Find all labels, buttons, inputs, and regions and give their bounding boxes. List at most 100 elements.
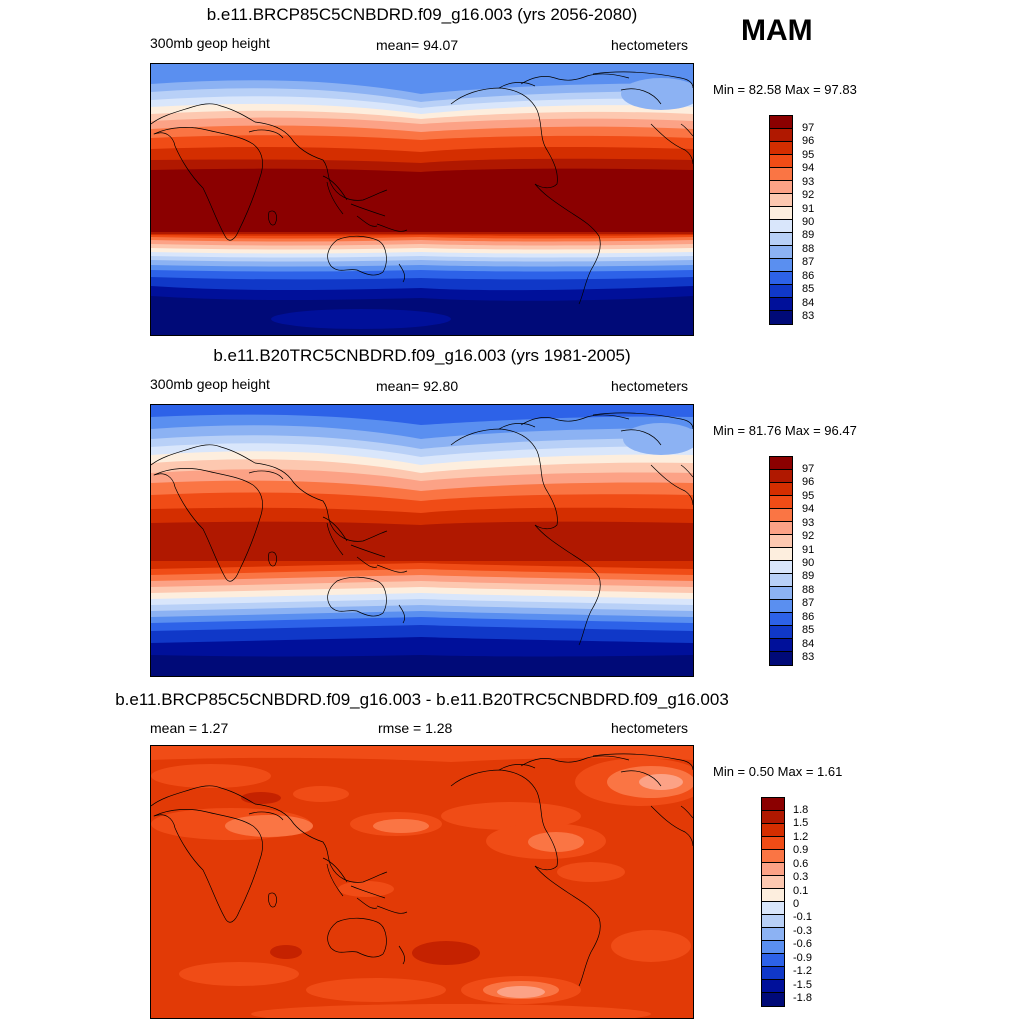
panel-1-colorbar-label: 88 xyxy=(802,243,815,255)
panel-1-colorbar-swatch xyxy=(770,220,792,233)
panel-2-colorbar-swatch xyxy=(770,639,792,652)
panel-1-colorbar-swatch xyxy=(770,142,792,155)
panel-2-variable-label: 300mb geop height xyxy=(150,376,270,392)
panel-1-colorbar-swatch xyxy=(770,311,792,324)
panel-2-units-label: hectometers xyxy=(611,378,689,394)
panel-2-colorbar-label: 93 xyxy=(802,517,815,529)
panel-2-colorbar-swatch xyxy=(770,574,792,587)
panel-2-colorbar-label: 91 xyxy=(802,544,815,556)
panel-1-units-label: hectometers xyxy=(611,37,689,53)
panel-2-colorbar-label: 92 xyxy=(802,530,815,542)
panel-1-map xyxy=(150,63,694,336)
panel-3-colorbar-swatch xyxy=(762,954,784,967)
panel-2-minmax: Min = 81.76 Max = 96.47 xyxy=(713,423,857,438)
panel-1-colorbar-label: 85 xyxy=(802,283,815,295)
panel-1-colorbar-swatch xyxy=(770,129,792,142)
panel-3-colorbar-swatch xyxy=(762,902,784,915)
panel-2-colorbar-swatch xyxy=(770,522,792,535)
panel-1-colorbar-swatch xyxy=(770,207,792,220)
panel-2-colorbar-swatch xyxy=(770,626,792,639)
panel-3-colorbar-label: 0.1 xyxy=(793,885,809,897)
panel-1-colorbar-swatch xyxy=(770,233,792,246)
panel-3-colorbar-swatch xyxy=(762,811,784,824)
panel-3-colorbar-label: -1.8 xyxy=(793,992,812,1004)
panel-1-colorbar-label: 93 xyxy=(802,176,815,188)
panel-2-colorbar-swatch xyxy=(770,509,792,522)
panel-3-minmax: Min = 0.50 Max = 1.61 xyxy=(713,764,843,779)
panel-1-mean-label: mean= 94.07 xyxy=(376,37,459,53)
panel-3-colorbar-swatch xyxy=(762,928,784,941)
panel-3-title: b.e11.BRCP85C5CNBDRD.f09_g16.003 - b.e11… xyxy=(115,690,729,709)
panel-1-colorbar-label: 91 xyxy=(802,203,815,215)
panel-1-variable-label: 300mb geop height xyxy=(150,35,270,51)
panel-2-colorbar-swatch xyxy=(770,496,792,509)
panel-3-colorbar-swatch xyxy=(762,850,784,863)
panel-2-map xyxy=(150,404,694,677)
panel-2-colorbar-swatch xyxy=(770,587,792,600)
panel-2-colorbar-swatch xyxy=(770,613,792,626)
panel-1-colorbar-swatch xyxy=(770,285,792,298)
panel-2-colorbar-label: 89 xyxy=(802,570,815,582)
panel-1-colorbar-label: 92 xyxy=(802,189,815,201)
panel-2-colorbar-swatch xyxy=(770,652,792,665)
panel-1-colorbar xyxy=(769,115,793,325)
panel-1-colorbar-label: 89 xyxy=(802,229,815,241)
panel-1-colorbar-label: 90 xyxy=(802,216,815,228)
panel-3-colorbar-label: 0.9 xyxy=(793,844,809,856)
panel-1-colorbar-label: 87 xyxy=(802,256,815,268)
panel-2-colorbar-label: 88 xyxy=(802,584,815,596)
panel-1-colorbar-label: 94 xyxy=(802,162,815,174)
panel-1-coastlines xyxy=(151,71,693,305)
panel-2-colorbar-swatch xyxy=(770,483,792,496)
panel-1-colorbar-swatch xyxy=(770,246,792,259)
panel-3-colorbar-label: -0.3 xyxy=(793,925,812,937)
panel-2-coastlines xyxy=(151,412,693,646)
panel-1-contour-bands xyxy=(151,64,693,335)
panel-1-colorbar-swatch xyxy=(770,168,792,181)
panel-2-colorbar-label: 90 xyxy=(802,557,815,569)
panel-2-colorbar-label: 96 xyxy=(802,476,815,488)
season-label: MAM xyxy=(741,14,813,47)
panel-1-colorbar-swatch xyxy=(770,116,792,129)
panel-1-colorbar-swatch xyxy=(770,272,792,285)
panel-2-colorbar-swatch xyxy=(770,457,792,470)
panel-2-colorbar-swatch xyxy=(770,600,792,613)
panel-3-units-label: hectometers xyxy=(611,720,689,736)
panel-1-colorbar-swatch xyxy=(770,259,792,272)
panel-2-colorbar-label: 86 xyxy=(802,611,815,623)
panel-3-coastlines xyxy=(151,753,693,987)
panel-3-colorbar-swatch xyxy=(762,889,784,902)
panel-3-rmse-label: rmse = 1.28 xyxy=(378,720,453,736)
panel-2-colorbar-label: 97 xyxy=(802,463,815,475)
panel-3-colorbar-swatch xyxy=(762,967,784,980)
panel-3-colorbar-label: 0 xyxy=(793,898,800,910)
panel-3-colorbar-label: -0.6 xyxy=(793,938,812,950)
panel-3-colorbar-swatch xyxy=(762,980,784,993)
panel-2-contour-bands xyxy=(151,405,693,676)
panel-1-colorbar-label: 83 xyxy=(802,310,815,322)
panel-2-colorbar-swatch xyxy=(770,535,792,548)
panel-1-title: b.e11.BRCP85C5CNBDRD.f09_g16.003 (yrs 20… xyxy=(206,5,638,24)
panel-3-colorbar-label: 1.5 xyxy=(793,817,809,829)
panel-1-colorbar-label: 96 xyxy=(802,135,815,147)
panel-1-colorbar-swatch xyxy=(770,194,792,207)
panel-2-mean-label: mean= 92.80 xyxy=(376,378,459,394)
panel-1-colorbar-swatch xyxy=(770,181,792,194)
panel-1-colorbar-swatch xyxy=(770,155,792,168)
panel-3-mean-label: mean = 1.27 xyxy=(150,720,229,736)
panel-1-colorbar-label: 84 xyxy=(802,297,815,309)
panel-3-map xyxy=(150,745,694,1019)
panel-2-colorbar xyxy=(769,456,793,666)
panel-3-colorbar-swatch xyxy=(762,824,784,837)
panel-3-colorbar-swatch xyxy=(762,915,784,928)
panel-2-colorbar-swatch xyxy=(770,470,792,483)
panel-2-colorbar-label: 94 xyxy=(802,503,815,515)
panel-3-colorbar-swatch xyxy=(762,876,784,889)
panel-1-colorbar-label: 95 xyxy=(802,149,815,161)
panel-1-colorbar-swatch xyxy=(770,298,792,311)
panel-3-colorbar-swatch xyxy=(762,993,784,1006)
panel-3-colorbar-label: 0.6 xyxy=(793,858,809,870)
panel-3-colorbar-swatch xyxy=(762,863,784,876)
panel-2-colorbar-swatch xyxy=(770,561,792,574)
panel-3-colorbar-swatch xyxy=(762,798,784,811)
